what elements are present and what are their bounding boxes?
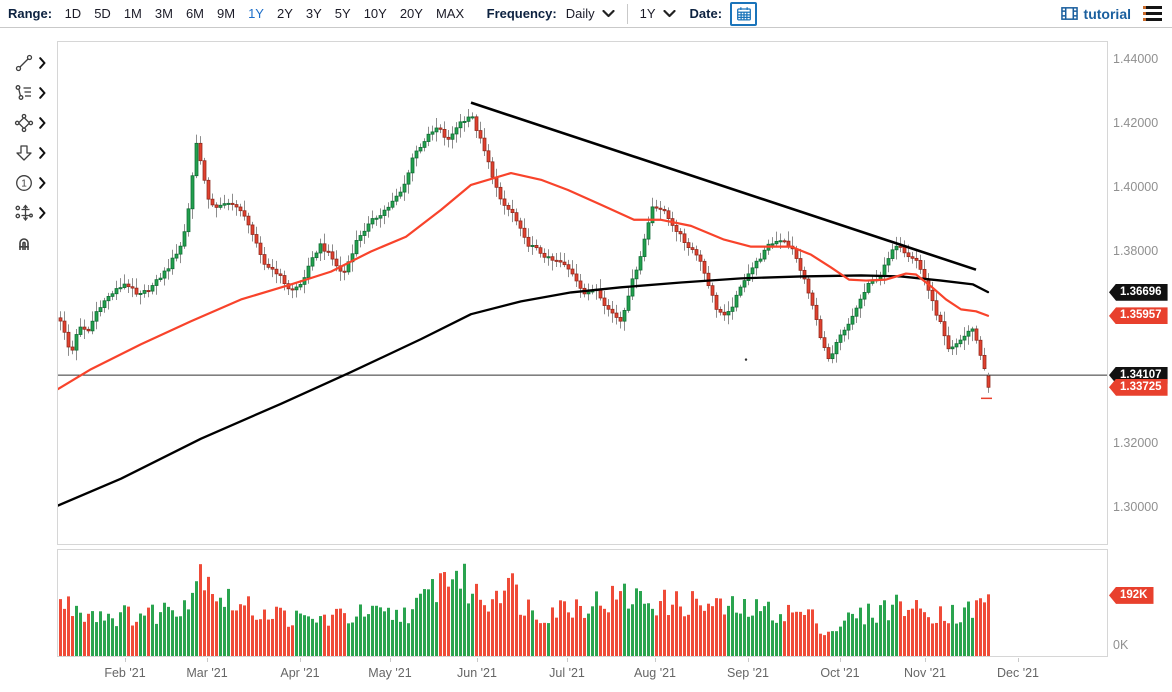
range-option-3m[interactable]: 3M <box>154 6 173 21</box>
shape-tool[interactable] <box>14 112 57 133</box>
arrow-down-icon <box>16 144 32 161</box>
measure-tool[interactable] <box>14 202 57 223</box>
submenu-chevron-icon <box>39 86 46 99</box>
range-option-1y[interactable]: 1Y <box>248 6 264 21</box>
magnet-snap-tool[interactable] <box>14 232 57 253</box>
range-option-20y[interactable]: 20Y <box>399 6 423 21</box>
time-axis-label: Mar '21 <box>186 666 228 680</box>
svg-text:1: 1 <box>21 178 27 189</box>
time-axis-tick <box>207 658 208 662</box>
time-axis: Feb '21 Mar '21 Apr '21 May '21 Jun '21 Jul '… <box>57 658 1108 688</box>
price-tag-ma200: 1.36696 <box>1109 283 1168 301</box>
range-options: 1D 5D 1M 3M 6M 9M 1Y 2Y 3Y 5Y 10Y 20Y MAX <box>58 6 471 21</box>
line-list-icon <box>15 84 31 100</box>
film-icon <box>1060 7 1078 20</box>
time-axis-label: Dec '21 <box>997 666 1039 680</box>
measure-icon <box>15 203 33 221</box>
time-axis-tick <box>925 658 926 662</box>
range-option-2y[interactable]: 2Y <box>276 6 293 21</box>
circled-one-icon: 1 <box>16 174 32 191</box>
range-option-10y[interactable]: 10Y <box>363 6 387 21</box>
arrow-annotation-tool[interactable] <box>14 142 57 163</box>
period-value: 1Y <box>639 6 656 21</box>
range-option-9m[interactable]: 9M <box>217 6 236 21</box>
time-axis-tick <box>125 658 126 662</box>
time-axis-tick <box>655 658 656 662</box>
time-axis-label: Feb '21 <box>104 666 146 680</box>
time-axis-tick <box>840 658 841 662</box>
tutorial-label: tutorial <box>1083 5 1131 22</box>
volume-tag-last: 192K <box>1109 586 1154 604</box>
calendar-icon <box>736 6 751 20</box>
price-axis-label: 1.30000 <box>1113 499 1159 514</box>
date-picker-button[interactable] <box>730 1 758 26</box>
time-axis-tick <box>300 658 301 662</box>
price-tag-ma50: 1.35957 <box>1109 307 1168 325</box>
chevron-down-icon <box>662 9 676 17</box>
price-chart-canvas[interactable] <box>56 42 1107 544</box>
time-axis-label: Oct '21 <box>820 666 860 680</box>
volume-chart-canvas[interactable] <box>58 550 1107 656</box>
range-option-3y[interactable]: 3Y <box>305 6 322 21</box>
range-option-5y[interactable]: 5Y <box>334 6 351 21</box>
time-axis-tick <box>390 658 391 662</box>
submenu-chevron-icon <box>39 146 46 159</box>
price-axis-label: 1.38000 <box>1113 243 1159 258</box>
toolbar-right-group: tutorial <box>1060 4 1164 24</box>
volume-chart-panel[interactable] <box>57 549 1108 657</box>
range-option-max[interactable]: MAX <box>435 6 465 21</box>
price-tag-last_price: 1.33725 <box>1109 378 1168 396</box>
submenu-chevron-icon <box>39 116 46 129</box>
magnet-icon <box>19 237 29 250</box>
submenu-chevron-icon <box>39 176 46 189</box>
submenu-chevron-icon <box>39 56 46 69</box>
submenu-chevron-icon <box>39 206 46 219</box>
price-axis-label: 1.44000 <box>1113 51 1159 66</box>
time-axis-label: Sep '21 <box>726 666 770 680</box>
line-tools-menu[interactable] <box>14 82 57 103</box>
drawing-tool-rail: 1 <box>0 28 57 692</box>
frequency-value: Daily <box>565 6 595 21</box>
range-option-1d[interactable]: 1D <box>64 6 82 21</box>
price-axis-label: 1.40000 <box>1113 179 1159 194</box>
trendline-icon <box>15 54 33 71</box>
date-label: Date: <box>689 6 723 21</box>
range-option-1m[interactable]: 1M <box>123 6 142 21</box>
trendline-tool[interactable] <box>14 52 57 73</box>
time-axis-label: Nov '21 <box>904 666 946 680</box>
top-toolbar: Range: 1D 5D 1M 3M 6M 9M 1Y 2Y 3Y 5Y 10Y 20Y MAX Fre… <box>0 0 1172 28</box>
volume-axis-zero-label: 0K <box>1113 638 1129 652</box>
price-axis-label: 1.32000 <box>1113 435 1159 450</box>
menu-icon[interactable] <box>1141 4 1164 24</box>
number-annotation-tool[interactable]: 1 <box>14 172 57 193</box>
time-axis-label: May '21 <box>368 666 412 680</box>
time-axis-label: Jun '21 <box>457 666 497 680</box>
time-axis-tick <box>567 658 568 662</box>
price-axis-label: 1.42000 <box>1113 115 1159 130</box>
frequency-select[interactable]: Daily <box>566 6 615 21</box>
range-option-5d[interactable]: 5D <box>94 6 111 21</box>
time-axis-label: Jul '21 <box>549 666 585 680</box>
toolbar-divider <box>626 3 628 24</box>
time-axis-label: Apr '21 <box>280 666 320 680</box>
range-label: Range: <box>8 6 53 21</box>
time-axis-label: Aug '21 <box>633 666 677 680</box>
time-axis-tick <box>748 658 749 662</box>
diamond-nodes-icon <box>14 113 34 132</box>
time-axis-tick <box>1018 658 1019 662</box>
frequency-label: Frequency: <box>486 6 557 21</box>
chevron-down-icon <box>602 9 615 17</box>
tutorial-link[interactable]: tutorial <box>1060 5 1131 22</box>
range-option-6m[interactable]: 6M <box>185 6 204 21</box>
price-chart-panel[interactable] <box>56 41 1108 545</box>
time-axis-tick <box>477 658 478 662</box>
period-select[interactable]: 1Y <box>640 6 676 21</box>
